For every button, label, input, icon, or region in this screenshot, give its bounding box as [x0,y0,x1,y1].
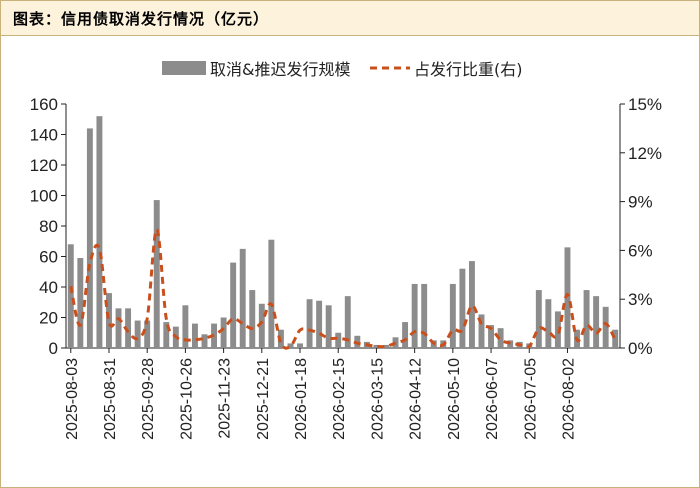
bar [191,323,198,348]
bar [125,308,132,348]
bar [411,283,418,348]
left-tick-label: 160 [30,95,58,114]
bar [144,320,151,348]
bar [335,332,342,348]
right-tick-label: 12% [628,144,662,163]
x-tick-label: 2026-03-15 [369,358,386,440]
left-tick-label: 100 [30,187,58,206]
bar [316,300,323,348]
x-tick-label: 2026-06-07 [484,358,501,440]
bar [115,308,122,348]
bar [77,258,84,348]
bar-series [67,116,619,348]
bar [201,334,208,348]
line-series [69,227,617,350]
bar [96,116,103,348]
x-tick-label: 2026-07-05 [522,358,539,440]
bar [545,299,552,348]
left-tick-label: 20 [39,309,58,328]
x-tick-label: 2025-09-28 [140,358,157,440]
bar [258,303,265,348]
bar [306,299,313,348]
left-tick-label: 120 [30,156,58,175]
bar [268,239,275,348]
bar [402,322,409,348]
bar [602,306,609,348]
x-tick-label: 2025-08-03 [64,358,81,440]
bar [468,261,475,348]
bar [535,290,542,348]
bar [554,311,561,348]
legend-bar-label: 取消&推迟发行规模 [210,60,350,79]
bar [583,290,590,348]
x-tick-label: 2025-10-26 [178,358,195,440]
bar [344,296,351,348]
bar [86,128,93,348]
bar [297,343,303,348]
x-tick-label: 2026-02-15 [331,358,348,440]
bar [249,290,256,348]
bar [220,317,227,348]
bar [230,262,237,348]
bar [564,247,571,348]
left-tick-label: 140 [30,126,58,145]
left-tick-label: 0 [49,339,58,358]
chart-legend: 取消&推迟发行规模 占发行比重(右) [162,60,523,79]
right-tick-label: 3% [628,290,653,309]
right-tick-label: 9% [628,193,653,212]
bar [478,314,485,348]
bar [106,293,112,348]
chart-header: 图表：信用债取消发行情况（亿元） [1,1,699,36]
bar [383,344,389,348]
bar [459,268,466,348]
bar [593,296,600,348]
legend-bar-swatch [162,61,206,75]
right-tick-label: 0% [628,339,653,358]
bar [373,344,380,348]
x-tick-label: 2025-08-31 [102,358,119,440]
bar [134,320,141,348]
bar [325,305,332,348]
bar [163,322,170,348]
bar [488,325,495,348]
x-tick-label: 2026-08-02 [560,358,577,440]
x-tick-label: 2025-11-23 [217,358,234,439]
legend-line-label: 占发行比重(右) [414,60,523,79]
x-tick-label: 2026-05-10 [446,358,463,440]
bar [67,244,74,348]
bar [153,200,160,348]
bar [182,305,189,348]
x-tick-label: 2025-12-21 [255,358,272,440]
left-tick-label: 60 [39,248,58,267]
x-tick-label: 2026-04-12 [408,358,425,440]
bar [421,283,428,348]
bar [449,283,456,348]
bar [287,343,294,348]
right-tick-label: 6% [628,241,653,260]
share-line [69,227,617,350]
left-tick-label: 40 [39,278,58,297]
x-tick-label: 2026-01-18 [293,358,310,440]
right-tick-label: 15% [628,95,662,114]
chart-title: 图表：信用债取消发行情况（亿元） [13,10,270,28]
bar [239,248,246,348]
left-tick-label: 80 [39,217,58,236]
